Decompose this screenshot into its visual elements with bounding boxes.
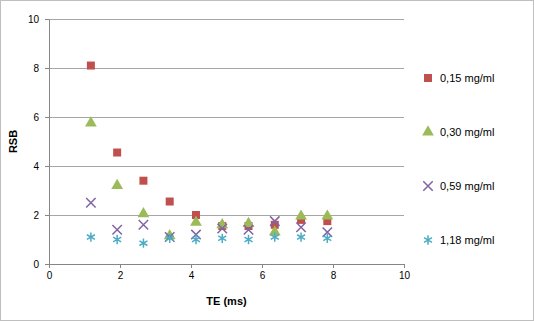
tick-mark: [45, 166, 49, 167]
point: [87, 62, 95, 70]
y-axis: 0 2 4 6 8 10: [28, 14, 50, 270]
point: [296, 223, 305, 232]
legend-label: 0,59 mg/ml: [440, 180, 494, 192]
point: [218, 224, 227, 233]
point: [218, 234, 226, 243]
tick-label: 8: [331, 270, 337, 281]
tick: 4: [189, 264, 195, 281]
tick-mark: [404, 264, 405, 268]
point: [113, 235, 121, 244]
point: [85, 116, 97, 126]
point: [295, 209, 307, 219]
legend-symbol: [422, 125, 434, 135]
tick-mark: [45, 68, 49, 69]
point: [86, 198, 95, 207]
tick-label: 2: [118, 270, 124, 281]
tick: 0: [47, 264, 53, 281]
x-axis-title: TE (ms): [206, 295, 247, 307]
point: [139, 239, 147, 248]
y-axis-title: RSB: [7, 130, 19, 153]
point: [139, 177, 147, 185]
series: [87, 62, 331, 230]
tick: 0: [33, 259, 49, 270]
x-axis: 0 2 4 6 8 10: [47, 264, 411, 281]
tick-mark: [49, 264, 50, 268]
tick: 4: [33, 161, 49, 172]
tick-label: 0: [47, 270, 53, 281]
chart-border: [1, 1, 534, 321]
legend-label: 0,30 mg/ml: [440, 126, 494, 138]
tick-mark: [45, 117, 49, 118]
grid-line: [49, 19, 404, 20]
tick-label: 8: [33, 63, 39, 74]
plot: 0 2 4 6 8 10 0 2 4 6 8 10: [28, 14, 411, 281]
tick-label: 10: [28, 14, 40, 25]
tick: 10: [399, 264, 411, 281]
point: [323, 234, 331, 243]
tick-mark: [45, 19, 49, 20]
tick: 8: [33, 63, 49, 74]
point: [166, 198, 174, 206]
series: [86, 198, 332, 242]
tick: 6: [33, 112, 49, 123]
point: [244, 225, 253, 234]
point: [216, 218, 228, 228]
tick-mark: [45, 264, 49, 265]
marks: [85, 62, 333, 248]
tick-mark: [262, 264, 263, 268]
point: [297, 232, 305, 241]
tick-label: 10: [399, 270, 411, 281]
grid-line: [49, 166, 404, 167]
legend-symbol: [424, 235, 432, 244]
tick-mark: [120, 264, 121, 268]
tick-label: 0: [33, 259, 39, 270]
legend-item: 1,18 mg/ml: [424, 234, 494, 246]
legend-item: 0,30 mg/ml: [422, 125, 494, 138]
grid-line: [49, 264, 404, 265]
tick: 6: [260, 264, 266, 281]
y-grid: [49, 19, 404, 264]
tick: 2: [33, 210, 49, 221]
point: [138, 207, 150, 217]
point: [244, 235, 252, 244]
tick-label: 4: [33, 161, 39, 172]
point: [192, 235, 200, 244]
series: [87, 232, 331, 247]
point: [271, 232, 279, 241]
legend-symbol: [424, 74, 432, 82]
grid-line: [49, 117, 404, 118]
point: [112, 225, 121, 234]
tick-label: 4: [189, 270, 195, 281]
tick-label: 6: [33, 112, 39, 123]
point: [166, 234, 174, 243]
point: [87, 232, 95, 241]
point: [111, 179, 123, 189]
grid-line: [49, 215, 404, 216]
chart: 0 2 4 6 8 10 0 2 4 6 8 10 TE (ms) RSB 0,15 mg/ml 0,30 m…: [0, 0, 534, 321]
legend-symbol: [423, 181, 432, 190]
tick-label: 2: [33, 210, 39, 221]
tick: 2: [118, 264, 124, 281]
point: [139, 220, 148, 229]
tick: 10: [28, 14, 49, 25]
tick-mark: [45, 215, 49, 216]
legend-item: 0,59 mg/ml: [423, 180, 494, 192]
tick-mark: [333, 264, 334, 268]
series: [85, 116, 333, 239]
grid-line: [49, 68, 404, 69]
point: [270, 216, 279, 225]
legend: 0,15 mg/ml 0,30 mg/ml 0,59 mg/ml 1,18 mg/ml: [422, 72, 494, 246]
legend-label: 1,18 mg/ml: [440, 234, 494, 246]
tick-mark: [191, 264, 192, 268]
tick-label: 6: [260, 270, 266, 281]
x-axis-line: [50, 264, 405, 265]
point: [190, 216, 202, 226]
tick: 8: [331, 264, 337, 281]
legend-label: 0,15 mg/ml: [440, 72, 494, 84]
y-axis-line: [49, 20, 50, 265]
point: [321, 209, 333, 219]
point: [113, 149, 121, 157]
legend-item: 0,15 mg/ml: [424, 72, 494, 84]
